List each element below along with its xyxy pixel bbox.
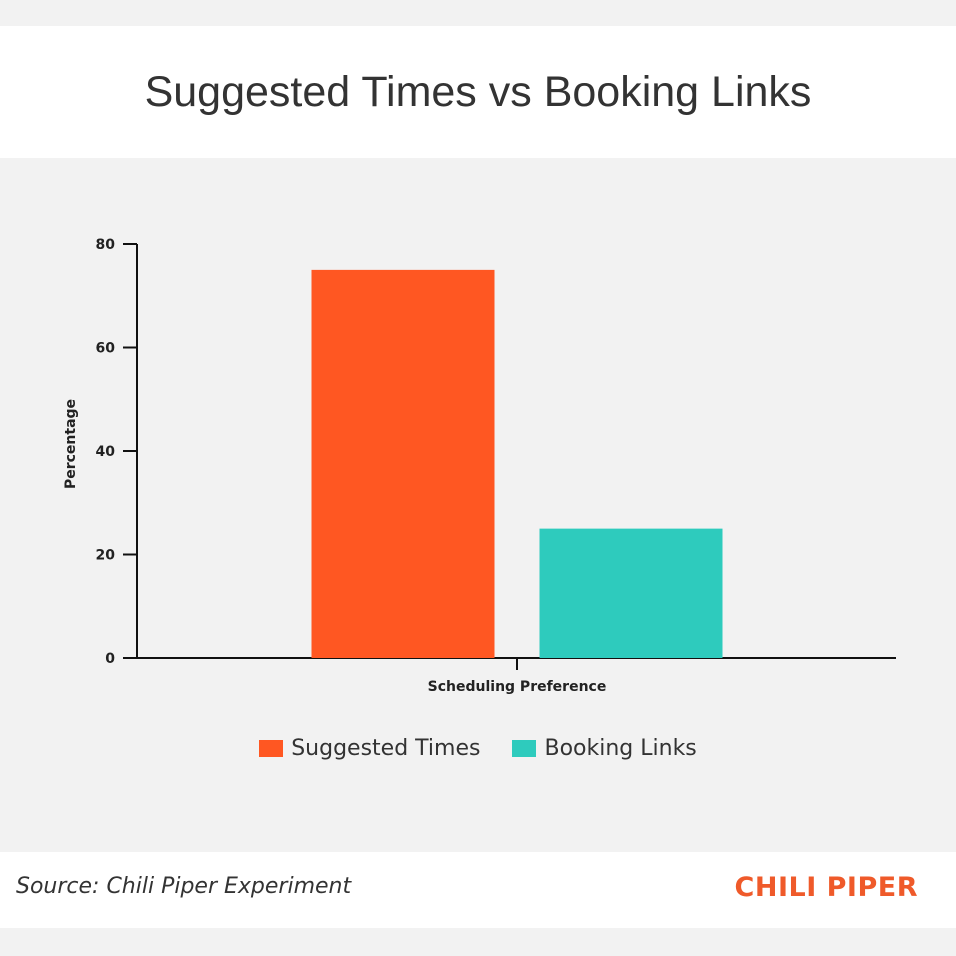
legend-item-booking-links: Booking Links — [512, 736, 697, 761]
legend-label-booking-links: Booking Links — [544, 736, 697, 761]
bar-suggested-times — [311, 269, 495, 658]
legend-item-suggested-times: Suggested Times — [259, 736, 480, 761]
y-tick-label: 40 — [96, 444, 116, 460]
legend-swatch-suggested-times — [259, 740, 284, 757]
legend: Suggested Times Booking Links — [0, 736, 956, 761]
y-tick-label: 0 — [105, 651, 115, 667]
source-note: Source: Chili Piper Experiment — [16, 874, 352, 899]
chart-area: 0 20 40 60 80 Scheduling Preference Percentage… — [0, 158, 956, 852]
title-band: Suggested Times vs Booking Links — [0, 26, 956, 158]
chart-title: Suggested Times vs Booking Links — [144, 67, 812, 116]
legend-label-suggested-times: Suggested Times — [291, 736, 481, 761]
bar-booking-links — [539, 528, 723, 658]
y-tick-label: 80 — [96, 237, 116, 253]
brand-logo: CHILI PIPER — [734, 872, 918, 903]
bar-chart: 0 20 40 60 80 Scheduling Preference Percentage — [63, 237, 896, 695]
legend-swatch-booking-links — [512, 740, 537, 757]
footer-band: Source: Chili Piper Experiment CHILI PIP… — [0, 852, 956, 928]
y-tick-label: 60 — [96, 341, 116, 357]
y-axis-label: Percentage — [63, 399, 79, 489]
y-tick-label: 20 — [96, 548, 116, 564]
x-axis-label: Scheduling Preference — [428, 679, 607, 695]
